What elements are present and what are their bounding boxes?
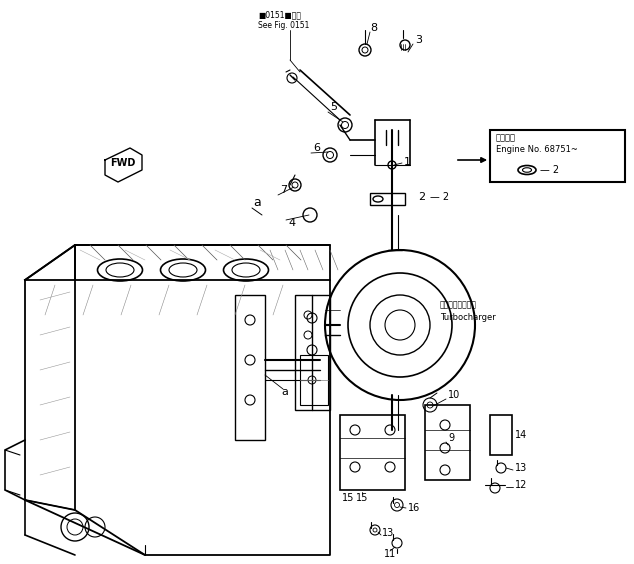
Text: 3: 3 xyxy=(415,35,422,45)
Text: 7: 7 xyxy=(280,185,287,195)
Text: 16: 16 xyxy=(408,503,420,513)
Bar xyxy=(340,415,405,490)
Text: 6: 6 xyxy=(313,143,320,153)
Text: 12: 12 xyxy=(515,480,527,490)
Text: 10: 10 xyxy=(448,390,460,400)
Text: 13: 13 xyxy=(382,528,394,538)
Text: a: a xyxy=(281,387,288,397)
Text: 9: 9 xyxy=(448,433,454,443)
Bar xyxy=(300,355,328,405)
Text: FWD: FWD xyxy=(110,158,136,168)
Text: — 2: — 2 xyxy=(430,192,449,202)
Text: 15: 15 xyxy=(356,493,368,503)
Bar xyxy=(490,130,625,182)
Text: ターボチャージャ: ターボチャージャ xyxy=(440,301,477,310)
Text: 14: 14 xyxy=(515,430,527,440)
Text: 1: 1 xyxy=(404,157,411,167)
Bar xyxy=(295,295,330,410)
Bar xyxy=(490,415,512,455)
Text: 11: 11 xyxy=(384,549,396,559)
Text: — 2: — 2 xyxy=(540,165,559,175)
Text: 13: 13 xyxy=(515,463,527,473)
Text: Engine No. 68751~: Engine No. 68751~ xyxy=(496,146,578,155)
Bar xyxy=(425,405,470,480)
Text: Turbocharger: Turbocharger xyxy=(440,312,496,321)
Text: 2: 2 xyxy=(418,192,425,202)
Text: 15: 15 xyxy=(342,493,354,503)
Bar xyxy=(370,193,405,205)
Text: See Fig. 0151: See Fig. 0151 xyxy=(258,21,309,30)
Text: 5: 5 xyxy=(330,102,337,112)
Text: ■0151■参照: ■0151■参照 xyxy=(258,11,301,20)
Bar xyxy=(235,295,265,440)
Text: a: a xyxy=(253,196,261,209)
Text: 適用番号: 適用番号 xyxy=(496,134,516,143)
Text: 8: 8 xyxy=(370,23,377,33)
Text: 4: 4 xyxy=(288,218,295,228)
